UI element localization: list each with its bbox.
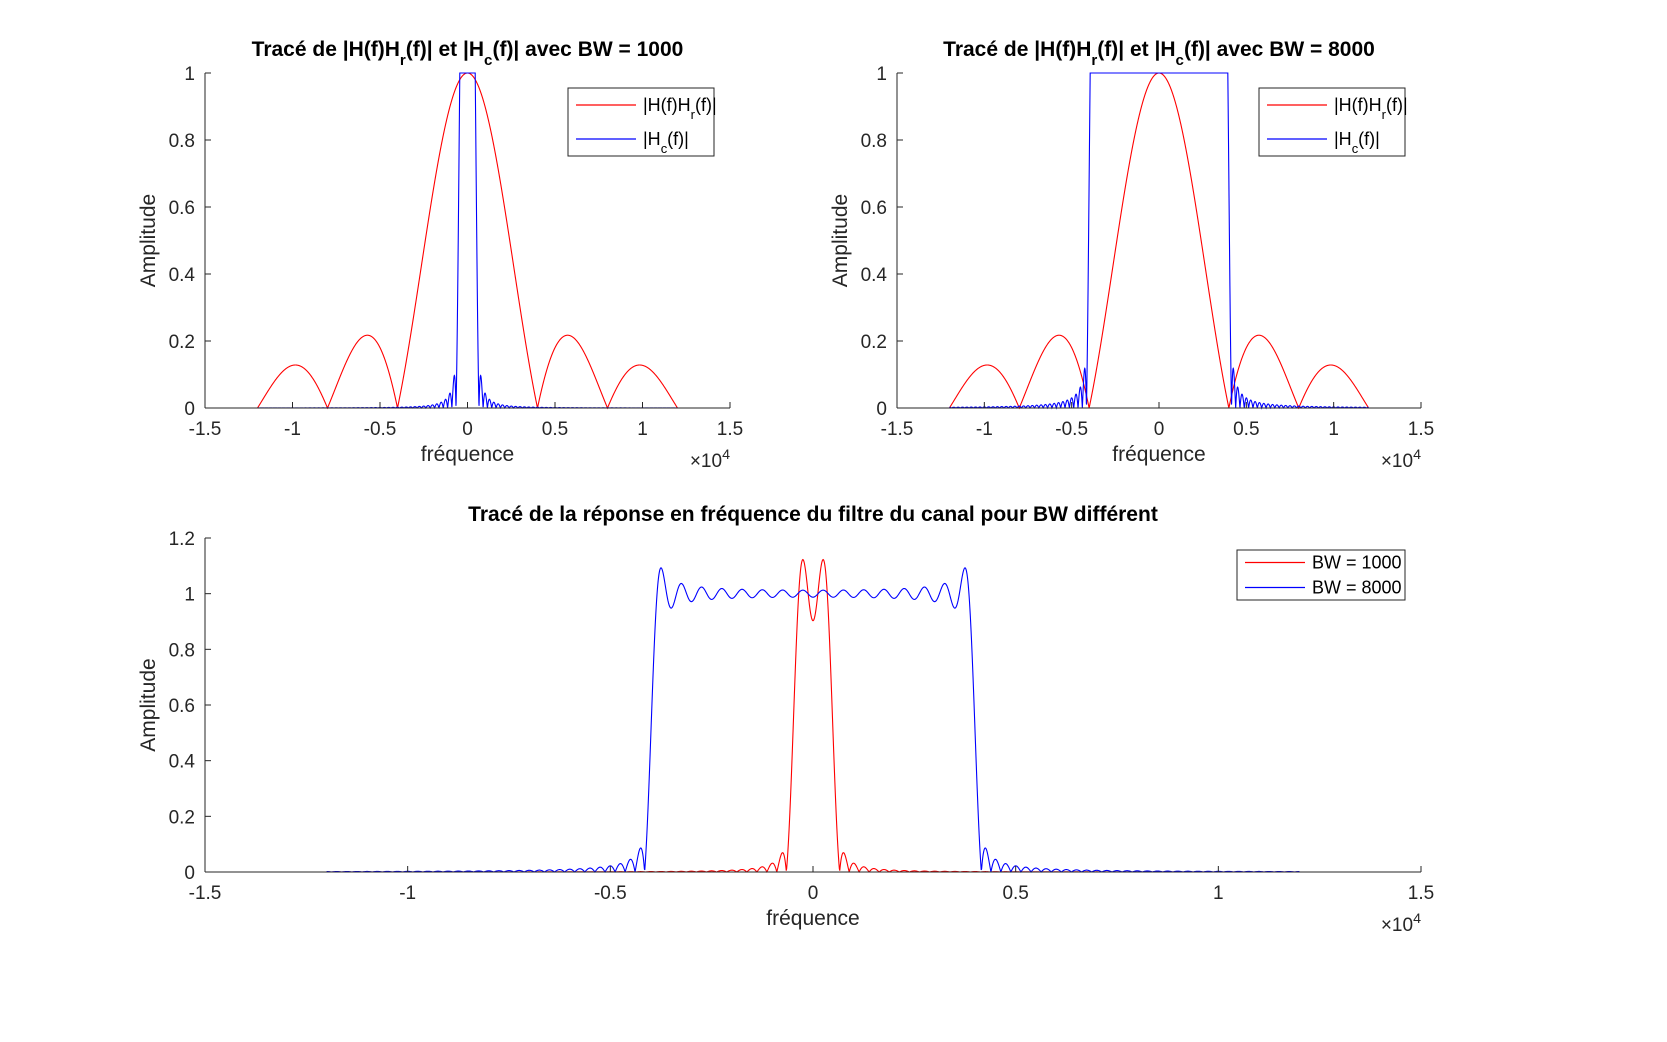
y-tick-label: 0.2	[169, 332, 195, 353]
panel-top-left: -1.5 -1 -0.5 0 0.5 1 1.5 0 0.2 0.4 0.6 0.8 1 Tracé de…	[137, 38, 743, 472]
y-tick-label: 1	[184, 64, 195, 85]
legend-box	[1236, 549, 1406, 601]
x-tick-label: 0	[1154, 419, 1165, 440]
x-tick-label: -1	[399, 883, 416, 904]
y-tick-label: 0.2	[169, 807, 195, 828]
x-axis-label: fréquence	[1112, 443, 1205, 466]
legend: BW = 1000 BW = 8000	[1236, 549, 1406, 601]
plot-area	[205, 538, 1421, 872]
x-tick-label: -1	[284, 419, 301, 440]
x-axis-label: fréquence	[421, 443, 514, 466]
y-tick-label: 0.6	[861, 198, 887, 219]
x-tick-label: 0	[808, 883, 819, 904]
series-line-2	[326, 567, 1300, 873]
x-tick-label: 0	[462, 419, 473, 440]
y-tick-label: 0.8	[169, 131, 195, 152]
y-tick-label: 0.4	[169, 265, 196, 286]
y-tick-label: 0	[184, 399, 195, 420]
y-tick-label: 0.8	[169, 640, 195, 661]
legend: |H(f)Hr(f)| |Hc(f)|	[567, 87, 717, 157]
x-exponent-label: ×104	[690, 447, 730, 472]
y-tick-label: 0	[876, 399, 887, 420]
x-axis-label: fréquence	[766, 907, 859, 930]
y-axis-label: Amplitude	[137, 194, 160, 287]
legend-entry: |Hc(f)|	[1334, 129, 1380, 156]
legend-entry: |H(f)Hr(f)|	[643, 95, 717, 122]
legend-entry: BW = 1000	[1312, 553, 1402, 573]
x-tick-label: 0.5	[1002, 883, 1028, 904]
x-tick-label: -1.5	[189, 419, 222, 440]
x-tick-label: 1.5	[1408, 883, 1434, 904]
legend: |H(f)Hr(f)| |Hc(f)|	[1258, 87, 1408, 157]
x-tick-label: -0.5	[594, 883, 627, 904]
x-tick-label: -0.5	[364, 419, 397, 440]
x-tick-label: -1	[976, 419, 993, 440]
y-tick-label: 1	[876, 64, 887, 85]
y-tick-label: 0.6	[169, 198, 195, 219]
y-tick-label: 0.2	[861, 332, 887, 353]
x-tick-label: 1.5	[1408, 419, 1434, 440]
y-tick-label: 0	[184, 863, 195, 884]
legend-entry: BW = 8000	[1312, 578, 1402, 598]
x-tick-label: 1	[637, 419, 648, 440]
chart-title: Tracé de la réponse en fréquence du filt…	[468, 503, 1158, 526]
x-tick-label: 0.5	[1233, 419, 1259, 440]
x-exponent-label: ×104	[1381, 911, 1421, 936]
y-axis-label: Amplitude	[829, 194, 852, 287]
series-line-2	[949, 72, 1369, 410]
panel-top-right: -1.5 -1 -0.5 0 0.5 1 1.5 0 0.2 0.4 0.6 0.8 1 Tracé de…	[829, 38, 1434, 472]
x-tick-label: 1.5	[717, 419, 743, 440]
y-axis-label: Amplitude	[137, 658, 160, 751]
y-tick-label: 1.2	[169, 529, 195, 550]
y-tick-label: 1	[184, 585, 195, 606]
y-tick-label: 0.8	[861, 131, 887, 152]
y-tick-label: 0.4	[861, 265, 888, 286]
x-tick-label: 0.5	[542, 419, 568, 440]
x-exponent-label: ×104	[1381, 447, 1421, 472]
panel-bottom: -1.5 -1 -0.5 0 0.5 1 1.5 0 0.2 0.4 0.6 0.8 1 1.2 Tracé…	[137, 503, 1434, 936]
y-tick-label: 0.6	[169, 696, 195, 717]
legend-entry: |H(f)Hr(f)|	[1334, 95, 1408, 122]
chart-title: Tracé de |H(f)Hr(f)| et |Hc(f)| avec BW …	[943, 38, 1375, 69]
x-tick-label: -1.5	[189, 883, 222, 904]
x-tick-label: 1	[1213, 883, 1224, 904]
legend-box	[1258, 87, 1406, 157]
legend-entry: |Hc(f)|	[643, 129, 689, 156]
x-tick-label: -1.5	[881, 419, 914, 440]
y-tick-label: 0.4	[169, 752, 196, 773]
x-tick-label: -0.5	[1055, 419, 1088, 440]
x-tick-label: 1	[1328, 419, 1339, 440]
legend-box	[567, 87, 715, 157]
chart-title: Tracé de |H(f)Hr(f)| et |Hc(f)| avec BW …	[252, 38, 684, 69]
